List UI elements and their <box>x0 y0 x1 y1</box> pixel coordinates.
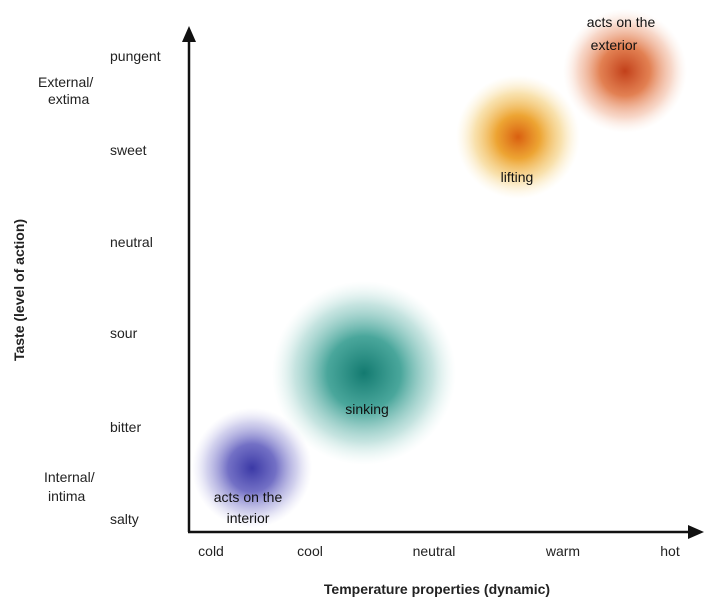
zone-internal-line1: Internal/ <box>44 469 95 485</box>
exterior-label-line1: acts on the <box>587 14 656 30</box>
x-axis-title: Temperature properties (dynamic) <box>324 581 550 597</box>
lifting-label: lifting <box>501 169 534 185</box>
y-axis-title: Taste (level of action) <box>11 219 27 361</box>
x-tick-warm: warm <box>545 543 580 559</box>
exterior-label-line2: exterior <box>591 37 638 53</box>
x-tick-cold: cold <box>198 543 224 559</box>
y-tick-salty: salty <box>110 511 139 527</box>
y-tick-neutral: neutral <box>110 234 153 250</box>
zone-internal-line2: intima <box>48 488 86 504</box>
x-tick-hot: hot <box>660 543 680 559</box>
y-tick-sour: sour <box>110 325 138 341</box>
zone-external-line2: extima <box>48 91 89 107</box>
zone-external-line1: External/ <box>38 74 93 90</box>
interior-label-line1: acts on the <box>214 489 283 505</box>
y-tick-bitter: bitter <box>110 419 141 435</box>
exterior-blob <box>563 9 687 133</box>
y-tick-pungent: pungent <box>110 48 161 64</box>
x-axis-arrowhead <box>688 525 704 539</box>
y-tick-sweet: sweet <box>110 142 147 158</box>
lifting-blob <box>456 75 580 199</box>
x-tick-cool: cool <box>297 543 323 559</box>
sinking-blob <box>272 281 456 465</box>
x-tick-neutral: neutral <box>413 543 456 559</box>
y-axis-arrowhead <box>182 26 196 42</box>
interior-blob <box>192 408 312 528</box>
interior-label-line2: interior <box>227 510 270 526</box>
sinking-label: sinking <box>345 401 389 417</box>
